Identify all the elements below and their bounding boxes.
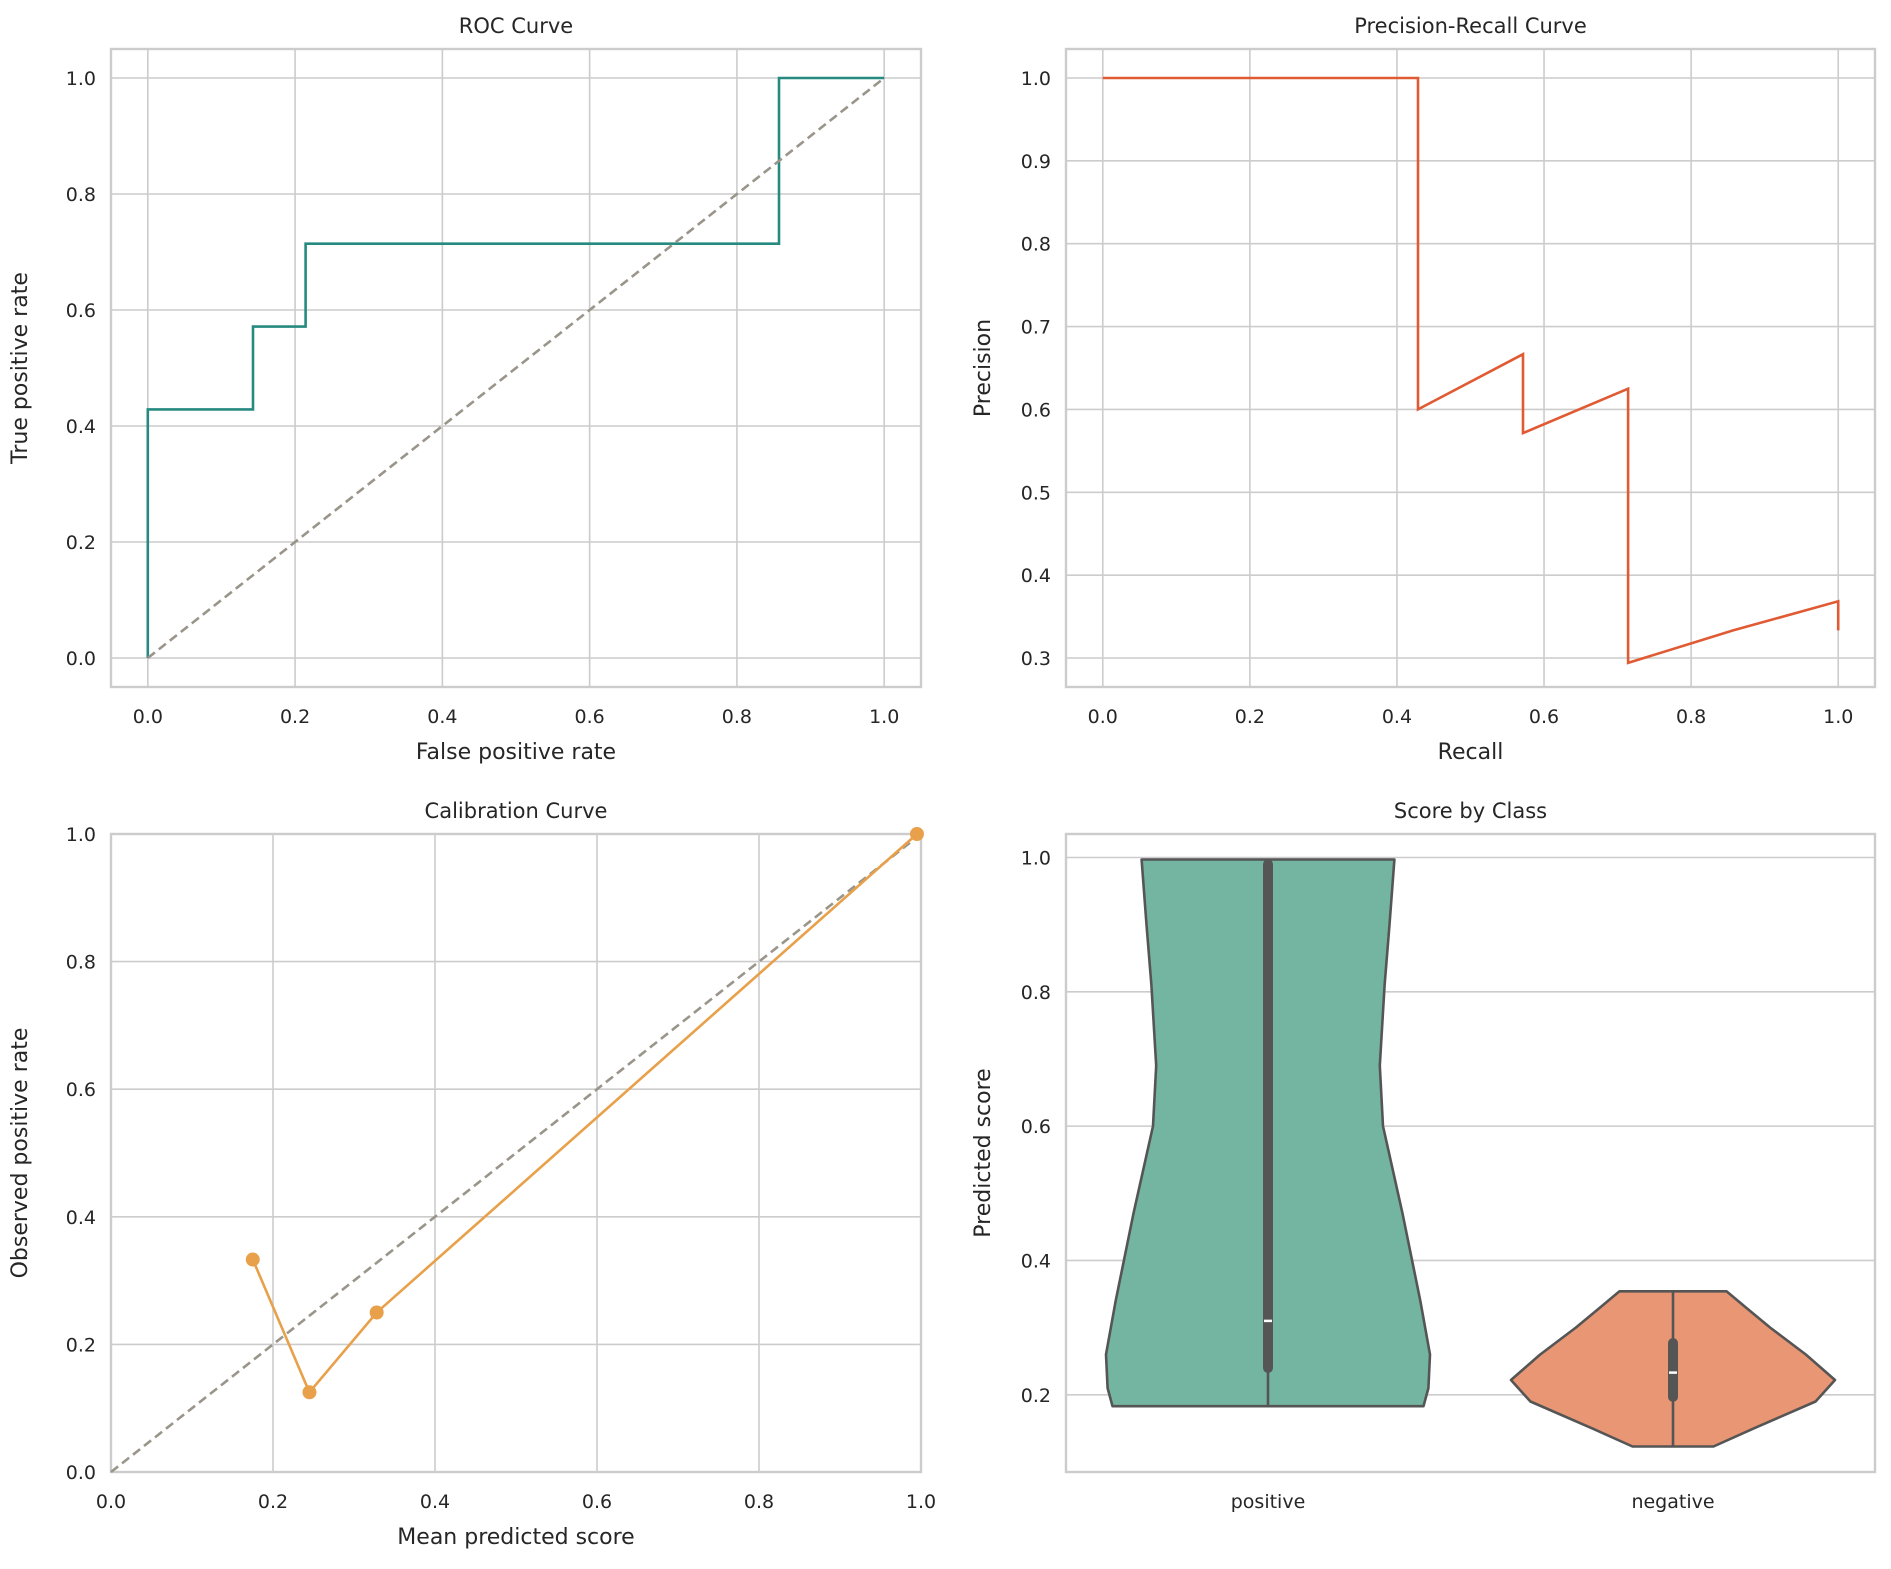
y-tick-label: 0.6 [1021,399,1051,421]
x-tick-label: 1.0 [906,1491,936,1513]
x-axis-label: Mean predicted score [397,1525,634,1550]
x-tick-label: 1.0 [869,706,899,728]
y-axis-label: Precision [971,319,996,417]
y-tick-label: 1.0 [66,824,96,846]
x-tick-label: 0.2 [280,706,310,728]
chart-title: Precision-Recall Curve [1354,14,1587,38]
x-tick-label: 0.8 [744,1491,774,1513]
series-line [1102,76,1840,665]
axes-frame [109,47,923,689]
axes-frame [1064,47,1877,689]
y-axis-label: Observed positive rate [8,1028,33,1279]
chart-1: 0.0 0.2 0.4 0.6 0.8 1.0 0.0 0.2 0.4 0.6 0.8 1.0 ROC … [8,14,923,765]
x-tick-label: 0.4 [420,1491,450,1513]
y-tick-label: 0.4 [66,1207,96,1229]
y-tick-label: 0.4 [1021,1250,1051,1272]
x-tick-label: positive [1231,1491,1306,1513]
x-tick-label: negative [1631,1491,1714,1513]
y-axis-label: True positive rate [8,272,33,465]
y-tick-label: 0.9 [1021,151,1051,173]
y-tick-label: 1.0 [1021,848,1051,870]
y-tick-label: 1.0 [1021,68,1051,90]
y-tick-label: 0.8 [1021,982,1051,1004]
y-tick-label: 0.6 [66,300,96,322]
x-tick-label: 0.0 [96,1491,126,1513]
x-tick-label: 0.6 [582,1491,612,1513]
y-tick-label: 1.0 [66,68,96,90]
x-axis-label: False positive rate [416,740,616,765]
y-tick-label: 0.5 [1021,482,1051,504]
axes-frame [109,832,923,1474]
y-tick-label: 0.2 [66,532,96,554]
y-axis-label: Predicted score [971,1068,996,1237]
y-tick-label: 0.6 [1021,1116,1051,1138]
x-tick-label: 0.2 [258,1491,288,1513]
y-tick-label: 0.8 [66,184,96,206]
x-tick-label: 0.0 [133,706,163,728]
data-point [245,1252,260,1267]
chart-title: Score by Class [1394,799,1547,823]
data-point [369,1305,384,1320]
x-tick-label: 0.4 [1382,706,1412,728]
x-axis-label: Recall [1438,740,1504,765]
chart-3: 0.0 0.2 0.4 0.6 0.8 1.0 0.0 0.2 0.4 0.6 0.8 1.0 Cali… [8,799,936,1550]
x-tick-label: 1.0 [1823,706,1853,728]
y-tick-label: 0.8 [1021,234,1051,256]
data-point [302,1385,317,1400]
x-tick-label: 0.4 [427,706,457,728]
chart-4: positive negative 0.2 0.4 0.6 0.8 1.0 Score by … [971,799,1877,1513]
chart-2: 0.0 0.2 0.4 0.6 0.8 1.0 0.3 0.4 0.5 0.6 0.7 0.8 0.9 1… [971,14,1877,765]
data-point [909,827,924,841]
y-tick-label: 0.4 [66,416,96,438]
reference-diagonal-line [146,76,886,660]
y-tick-label: 0.3 [1021,648,1051,670]
x-tick-label: 0.6 [575,706,605,728]
y-tick-label: 0.0 [66,648,96,670]
chart-title: ROC Curve [459,14,573,38]
y-tick-label: 0.7 [1021,317,1051,339]
x-tick-label: 0.6 [1529,706,1559,728]
x-tick-label: 0.8 [1676,706,1706,728]
y-tick-label: 0.6 [66,1079,96,1101]
axes-frame [1064,832,1877,1474]
y-tick-label: 0.2 [66,1334,96,1356]
reference-diagonal-line [110,832,922,1474]
y-tick-label: 0.4 [1021,565,1051,587]
x-tick-label: 0.2 [1235,706,1265,728]
chart-title: Calibration Curve [425,799,608,823]
x-tick-label: 0.8 [722,706,752,728]
y-tick-label: 0.8 [66,952,96,974]
x-tick-label: 0.0 [1088,706,1118,728]
y-tick-label: 0.0 [66,1462,96,1484]
series-line [146,76,885,658]
series-line [251,833,918,1395]
y-tick-label: 0.2 [1021,1385,1051,1407]
